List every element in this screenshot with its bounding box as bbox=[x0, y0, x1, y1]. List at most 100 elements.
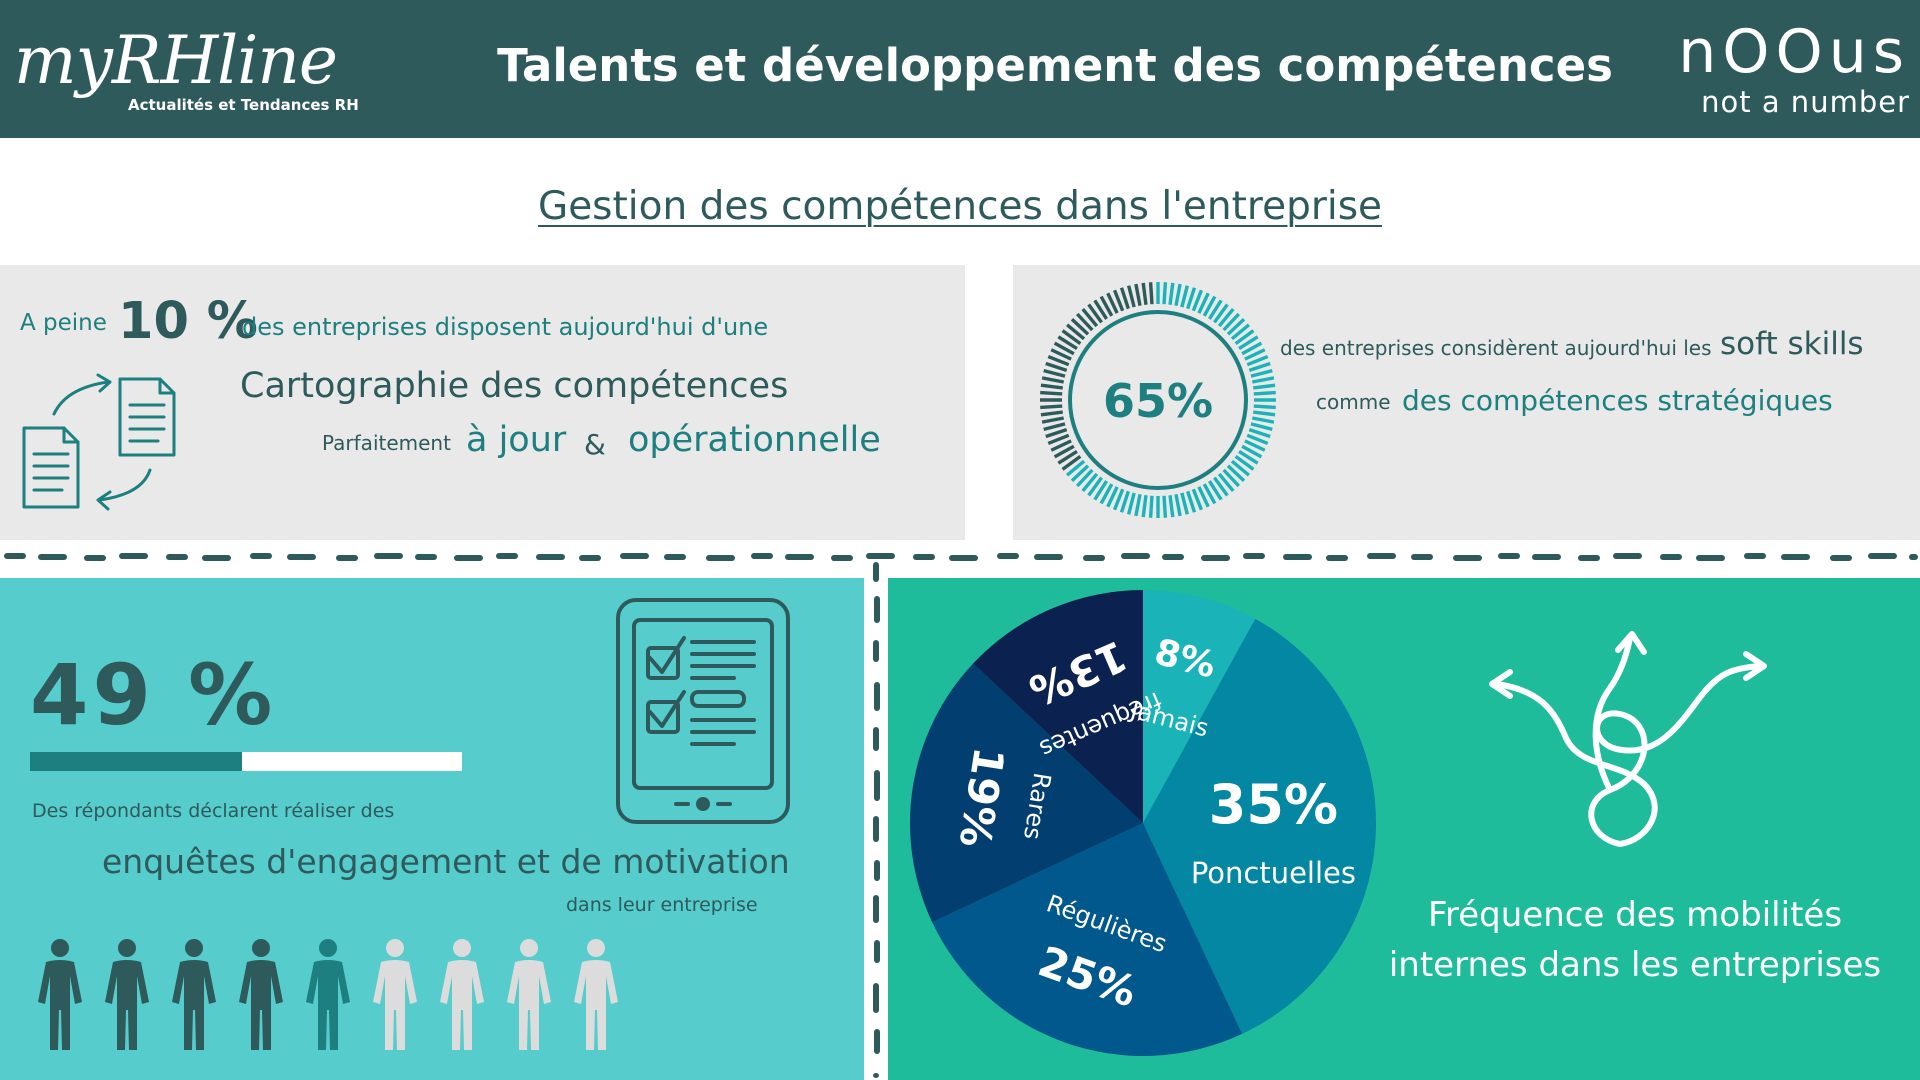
pie-percent-label: 35% bbox=[1209, 773, 1338, 836]
donut-tick bbox=[1050, 348, 1072, 361]
donut-tick bbox=[1053, 341, 1075, 356]
divider-dash bbox=[1578, 555, 1600, 561]
vertical-divider-dash bbox=[874, 1029, 880, 1054]
donut-tick bbox=[1180, 492, 1189, 515]
donut-tick bbox=[1148, 282, 1154, 305]
soft-skills-percent: 65% bbox=[1103, 374, 1213, 428]
donut-tick bbox=[1241, 341, 1263, 356]
donut-tick bbox=[1174, 493, 1182, 517]
divider-dash bbox=[1453, 555, 1482, 561]
person-icon bbox=[239, 939, 283, 1050]
vertical-divider-dash bbox=[874, 940, 880, 963]
donut-tick bbox=[1099, 483, 1114, 505]
donut-tick bbox=[1081, 472, 1099, 493]
section-title: Gestion des compétences dans l'entrepris… bbox=[537, 184, 1383, 229]
soft-skills-line1: des entreprises considèrent aujourd'hui … bbox=[1280, 336, 1712, 360]
donut-tick bbox=[1045, 428, 1068, 439]
donut-tick bbox=[1253, 404, 1276, 410]
divider-dash bbox=[579, 555, 601, 561]
divider-dash bbox=[336, 555, 358, 561]
donut-tick bbox=[1041, 416, 1065, 424]
myrhline-logo[interactable]: myRHline Actualités et Tendances RH bbox=[14, 24, 359, 115]
divider-dash bbox=[751, 553, 773, 559]
donut-tick bbox=[1168, 495, 1175, 518]
divider-dash bbox=[202, 555, 231, 561]
donut-tick bbox=[1070, 464, 1090, 483]
logo-right-text: nOOus bbox=[1678, 17, 1910, 87]
donut-tick bbox=[1250, 422, 1273, 431]
pie-category-label: Ponctuelles bbox=[1191, 856, 1356, 890]
divider-dash bbox=[1498, 553, 1520, 559]
donut-tick bbox=[1217, 307, 1235, 328]
donut-tick bbox=[1222, 468, 1241, 488]
donut-tick bbox=[1134, 283, 1142, 307]
divider-dash bbox=[1367, 553, 1396, 559]
divider-dash bbox=[1830, 555, 1852, 561]
vertical-divider-dash bbox=[873, 1073, 879, 1078]
donut-tick bbox=[1202, 295, 1217, 317]
pie-slice-ponctuelles bbox=[1143, 618, 1376, 1034]
divider-dash bbox=[1034, 554, 1063, 560]
engagement-progress-fill bbox=[30, 752, 242, 771]
donut-tick bbox=[1174, 283, 1182, 307]
divider-dash bbox=[785, 554, 814, 560]
donut-tick bbox=[1230, 323, 1251, 341]
donut-tick bbox=[1040, 410, 1063, 417]
vertical-divider-dash bbox=[873, 727, 879, 751]
donut-tick bbox=[1040, 390, 1063, 396]
donut-tick bbox=[1213, 303, 1229, 324]
donut-tick bbox=[1253, 410, 1276, 417]
noous-logo[interactable]: nOOus not a number bbox=[1640, 18, 1910, 118]
vertical-dashed-divider bbox=[873, 562, 880, 1078]
person-icon bbox=[105, 939, 149, 1050]
donut-tick bbox=[1250, 369, 1273, 378]
soft-skills-strategic: des compétences stratégiques bbox=[1402, 384, 1833, 417]
donut-tick bbox=[1106, 486, 1119, 508]
donut-tick bbox=[1213, 476, 1229, 497]
vertical-divider-dash bbox=[873, 895, 879, 923]
donut-tick bbox=[1253, 383, 1276, 390]
donut-tick bbox=[1057, 450, 1078, 465]
person-icon bbox=[507, 939, 551, 1050]
donut-tick bbox=[1251, 416, 1275, 424]
donut-tick bbox=[1244, 439, 1266, 452]
pie-slice-jamais bbox=[1143, 590, 1256, 823]
divider-dash bbox=[166, 554, 188, 560]
donut-tick bbox=[1238, 335, 1259, 350]
donut-tick bbox=[1162, 495, 1168, 518]
vertical-divider-dash bbox=[873, 816, 879, 842]
vertical-divider-dash bbox=[873, 562, 879, 582]
divider-dash bbox=[997, 553, 1019, 559]
divider-dash bbox=[1868, 553, 1897, 559]
donut-tick bbox=[1047, 433, 1070, 446]
donut-tick bbox=[1202, 483, 1217, 505]
divider-dash bbox=[831, 555, 853, 561]
donut-tick bbox=[1057, 335, 1078, 350]
donut-tick bbox=[1186, 490, 1197, 513]
donut-tick bbox=[1197, 486, 1210, 508]
engagement-line1: Des répondants déclarent réaliser des bbox=[32, 800, 395, 822]
divider-dash bbox=[84, 555, 106, 561]
donut-tick bbox=[1241, 444, 1263, 459]
donut-tick bbox=[1075, 312, 1094, 332]
divider-dash bbox=[415, 554, 437, 560]
divider-dash bbox=[1660, 554, 1682, 560]
cartography-title: Cartographie des compétences bbox=[240, 366, 789, 406]
divider-dash bbox=[1781, 554, 1810, 560]
person-icon bbox=[373, 939, 417, 1050]
diverging-arrows-icon bbox=[1489, 631, 1767, 847]
divider-dash bbox=[1162, 554, 1184, 560]
donut-tick bbox=[1087, 303, 1103, 324]
donut-tick bbox=[1141, 495, 1148, 518]
divider-dash bbox=[949, 555, 978, 561]
donut-tick bbox=[1127, 492, 1136, 515]
cartography-suffix: des entreprises disposent aujourd'hui d'… bbox=[242, 313, 769, 341]
donut-tick bbox=[1248, 361, 1271, 372]
divider-dash bbox=[866, 553, 895, 559]
donut-tick bbox=[1065, 323, 1086, 341]
divider-dash bbox=[250, 553, 272, 559]
pie-slice-fréquentes bbox=[973, 590, 1143, 823]
engagement-line2: enquêtes d'engagement et de motivation bbox=[102, 842, 790, 881]
donut-tick bbox=[1234, 455, 1255, 471]
donut-tick bbox=[1244, 348, 1266, 361]
